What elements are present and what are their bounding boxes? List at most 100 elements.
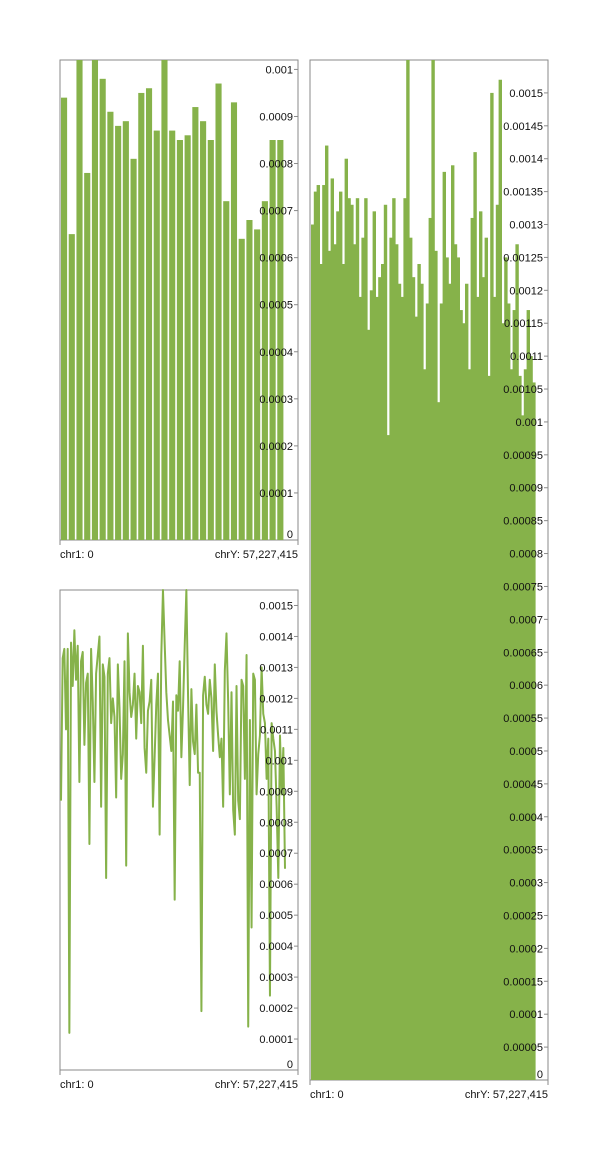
area-bin-47 (442, 171, 446, 1080)
area-bin-73 (515, 244, 519, 1080)
y-tick-label: 0.0007 (509, 614, 543, 626)
area-bin-5 (325, 145, 329, 1081)
area-bin-65 (493, 296, 497, 1080)
y-tick-label: 0.0003 (259, 972, 293, 984)
area-bin-64 (490, 92, 494, 1080)
area-bin-79 (532, 382, 536, 1080)
y-tick-label: 0.0012 (259, 693, 293, 705)
x-end-label: chrY: 57,227,415 (465, 1089, 548, 1101)
bar-25 (254, 229, 261, 540)
y-tick-label: 0.00065 (503, 647, 543, 659)
area-bin-61 (481, 277, 486, 1080)
bar-2 (76, 60, 83, 540)
x-end-label: chrY: 57,227,415 (215, 549, 298, 561)
area-bin-68 (501, 323, 505, 1081)
bar-10 (138, 92, 145, 540)
y-tick-label: 0 (537, 1069, 543, 1081)
y-tick-label: 0.00075 (503, 581, 543, 593)
bar-12 (153, 130, 160, 540)
y-tick-label: 0.0008 (259, 817, 293, 829)
area-bin-48 (445, 257, 449, 1080)
bar-8 (122, 121, 129, 541)
chart-panel-right: 0 0.00005 0.0001 0.00015 0.0002 0.00025 0.0003… (309, 59, 549, 1101)
area-bin-60 (479, 211, 483, 1081)
area-bin-30 (395, 244, 399, 1080)
y-tick-label: 0.00145 (503, 121, 543, 133)
y-tick-label: 0 (287, 529, 293, 541)
y-tick-label: 0.00095 (503, 450, 543, 462)
area-bin-63 (487, 375, 491, 1080)
area-bin-32 (400, 296, 404, 1080)
bar-11 (145, 88, 153, 541)
bar-6 (107, 111, 114, 540)
y-tick-label: 0.0015 (509, 88, 543, 100)
x-start-label: chr1: 0 (60, 549, 94, 561)
y-tick-label: 0.0011 (510, 351, 543, 363)
y-tick-label: 0.00085 (503, 516, 543, 528)
area-bin-29 (392, 198, 396, 1080)
area-bin-50 (451, 165, 455, 1081)
area-bin-28 (389, 237, 393, 1080)
bar-20 (215, 83, 222, 540)
area-bin-74 (518, 375, 522, 1080)
area-bin-9 (336, 211, 340, 1081)
area-bin-45 (437, 402, 441, 1080)
y-tick-label: 0.0005 (259, 300, 293, 312)
area-bin-70 (507, 303, 511, 1081)
y-tick-label: 0.0009 (259, 786, 293, 798)
area-bin-46 (439, 303, 444, 1081)
bar-15 (176, 140, 183, 540)
area-bin-0 (311, 224, 315, 1080)
area-bin-10 (339, 191, 343, 1081)
area-bin-43 (431, 60, 435, 1080)
area-bin-58 (473, 152, 477, 1080)
area-bin-25 (381, 264, 385, 1080)
area-bin-19 (364, 198, 368, 1080)
area-bin-51 (453, 244, 458, 1080)
x-start-label: chr1: 0 (60, 1079, 94, 1091)
bar-5 (99, 78, 106, 540)
bar-24 (246, 220, 253, 540)
y-tick-label: 0.0004 (259, 941, 293, 953)
bar-16 (184, 135, 191, 541)
area-bin-4 (322, 185, 326, 1080)
area-bin-59 (476, 296, 480, 1080)
area-bin-22 (372, 211, 376, 1081)
bar-9 (130, 158, 137, 540)
area-bin-12 (344, 158, 348, 1080)
bar-21 (223, 201, 230, 540)
y-tick-label: 0.0011 (260, 724, 293, 736)
bar-17 (192, 107, 199, 540)
chart-panel-bottom-left: 0 0.0001 0.0002 0.0003 0.0004 0.0005 0.0006 0.0… (59, 589, 299, 1091)
area-bin-42 (428, 217, 432, 1080)
bar-28 (277, 140, 284, 540)
area-bin-78 (529, 356, 533, 1080)
y-tick-label: 0.0004 (259, 347, 293, 359)
area-bin-41 (425, 303, 430, 1081)
y-tick-label: 0.00025 (503, 910, 543, 922)
y-tick-label: 0.0014 (509, 154, 543, 166)
area-bin-57 (470, 217, 474, 1080)
bar-4 (91, 60, 99, 540)
series-marks (60, 589, 286, 1034)
y-tick-label: 0.00005 (503, 1042, 543, 1054)
bar-23 (238, 238, 245, 540)
area-bin-52 (456, 257, 460, 1080)
area-bin-13 (347, 198, 351, 1080)
area-bin-39 (420, 283, 424, 1080)
y-tick-label: 0.0006 (259, 879, 293, 891)
x-axis: chr1: 0 chrY: 57,227,415 (309, 1080, 549, 1101)
y-tick-label: 0.0015 (259, 600, 293, 612)
y-tick-label: 0.0004 (509, 812, 543, 824)
area-bin-23 (375, 296, 379, 1080)
area-bin-3 (319, 264, 323, 1080)
area-bin-71 (509, 369, 514, 1080)
area-bin-33 (403, 198, 407, 1080)
area-bin-2 (316, 185, 320, 1080)
area-bin-34 (406, 60, 410, 1080)
y-tick-label: 0.0001 (509, 1009, 543, 1021)
area-bin-15 (353, 244, 357, 1080)
area-bin-18 (361, 237, 365, 1080)
y-tick-label: 0.0007 (259, 206, 293, 218)
